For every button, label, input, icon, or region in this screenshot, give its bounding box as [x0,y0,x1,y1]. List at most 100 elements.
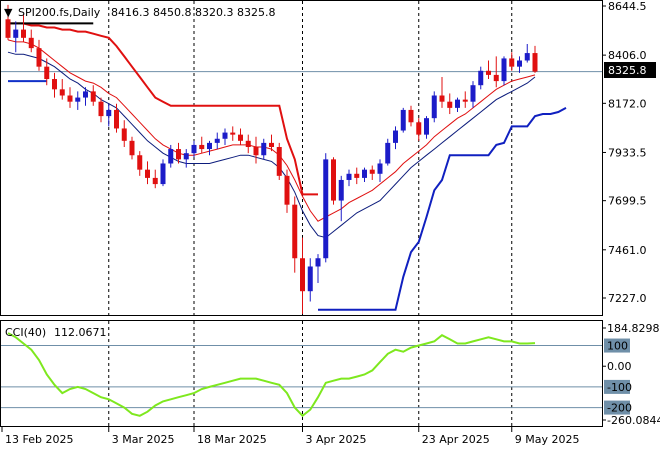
candle-body [362,169,367,178]
x-tick-label: 18 Mar 2025 [197,433,267,446]
candle-body [214,138,220,143]
candle-body [307,266,313,292]
candle-body [501,58,507,82]
cci-value-label: 112.0671 [54,326,107,339]
candle-body [183,153,189,160]
candle-body [408,109,414,123]
y-tick-label: 7699.5 [608,195,647,208]
candle-body [354,173,360,178]
price-panel-frame [0,0,603,316]
candle-body [145,169,150,178]
price-arrow-icon: ▼ [4,6,13,19]
candle-body [129,140,135,156]
candle-body [315,258,321,267]
candle-body [509,58,515,67]
candle-body [67,95,73,102]
current-price-badge [604,62,656,78]
cci-label: CCI(40) [5,326,46,339]
candle-body [44,66,50,80]
candle-body [292,204,298,259]
candle-body [207,142,212,150]
ohlc-label: 8416.3 8450.8 8320.3 8325.8 [111,6,275,19]
candle-body [346,173,352,180]
candle-body [59,89,65,96]
candle-body [168,149,174,164]
candle-body [222,132,228,139]
trailing-stop-lower-line [318,107,567,311]
candle-body [98,101,104,117]
symbol-label: SPI200.fs,Daily [18,6,101,19]
candle-body [493,74,499,82]
candle-body [5,19,11,38]
vertical-gridlines [108,1,513,426]
candle-body [462,99,468,102]
candle-body [83,91,88,98]
cci-tick-label: 100 [607,340,628,353]
y-tick-label: 8172.0 [608,97,647,110]
cci-tick-label: -260.0844 [607,414,660,427]
candle-body [160,163,166,185]
y-tick-label: 7933.5 [608,146,647,159]
time-axis: 13 Feb 2025 3 Mar 2025 18 Mar 2025 3 Apr 20… [1,427,580,446]
x-tick-label: 13 Feb 2025 [5,433,73,446]
cci-level-badge [604,400,630,415]
candle-body [276,147,282,176]
candle-body [470,85,476,102]
candle-body [21,29,26,38]
cci-tick-label: -100 [607,381,632,394]
candle-body [253,147,259,156]
candle-body [199,144,205,150]
candle-body [114,109,119,129]
candle-body [431,95,437,119]
x-tick-label: 3 Apr 2025 [306,433,367,446]
candle-body [269,142,274,148]
y-tick-label: 7461.0 [608,244,647,257]
candle-body [517,60,522,67]
candle-body [377,163,383,174]
candle-body [416,122,422,135]
cci-level-badge [604,338,630,353]
y-tick-label: 8644.5 [608,0,647,13]
fast-ma-line [7,51,536,239]
cci-panel-frame [0,320,603,427]
candle-body [331,159,336,201]
x-tick-label: 9 May 2025 [515,433,580,446]
candle-body [90,91,96,102]
candle-body [152,177,158,185]
candle-body [176,149,181,160]
price-axis: 8644.5 8406.0 8172.0 7933.5 7699.5 7461.0 7227… [602,0,660,427]
candle-body [338,179,344,201]
candle-body [532,53,538,72]
candle-body [75,97,81,102]
candle-body [230,132,236,135]
candle-body [106,109,112,117]
candle-body [261,142,267,156]
trailing-stop-upper-line [8,22,318,196]
candle-body [385,142,391,164]
candle-body [121,128,127,141]
cci-tick-label: -200 [607,402,632,415]
candle-body [13,29,19,38]
candle-body [447,101,453,108]
x-tick-label: 3 Mar 2025 [112,433,175,446]
cci-level-badge [604,379,630,394]
candle-body [191,144,197,154]
candle-body [524,53,530,61]
y-tick-label: 8406.0 [608,49,647,62]
candle-body [424,118,429,135]
cci-tick-label: 0.00 [607,360,632,373]
candle-body [36,48,42,67]
candlesticks [5,4,538,314]
candle-body [245,140,251,148]
candle-body [478,70,484,86]
candle-body [455,99,460,108]
x-tick-label: 23 Apr 2025 [422,433,490,446]
cci-line [7,332,536,418]
cci-panel [1,332,602,418]
candle-body [400,109,406,131]
candle-body [52,79,57,90]
candle-body [486,70,491,75]
candle-body [323,159,329,259]
